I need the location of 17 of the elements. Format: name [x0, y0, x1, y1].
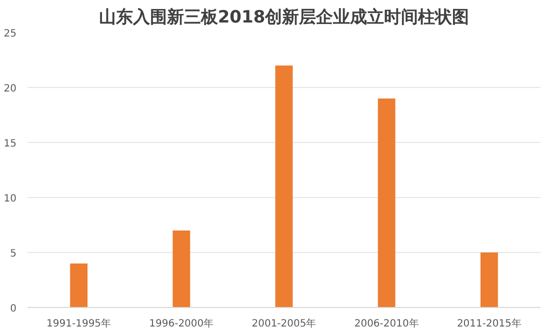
bar	[275, 66, 293, 308]
bar	[480, 252, 498, 308]
y-tick-label: 25	[4, 28, 17, 40]
y-tick-label: 15	[4, 138, 17, 150]
x-tick-label: 2006-2010年	[354, 318, 419, 330]
x-tick-label: 1996-2000年	[149, 318, 214, 330]
y-tick-label: 5	[10, 248, 17, 260]
bar	[172, 230, 190, 308]
x-tick-label: 2001-2005年	[252, 318, 316, 330]
chart-title: 山东入围新三板2018创新层企业成立时间柱状图	[98, 8, 470, 28]
bar	[378, 98, 396, 308]
x-tick-label: 1991-1995年	[46, 318, 112, 330]
x-tick-label: 2011-2015年	[456, 318, 522, 330]
bar	[70, 264, 88, 308]
y-tick-label: 0	[10, 304, 17, 314]
y-tick-label: 10	[4, 194, 17, 204]
y-tick-label: 20	[4, 84, 17, 94]
